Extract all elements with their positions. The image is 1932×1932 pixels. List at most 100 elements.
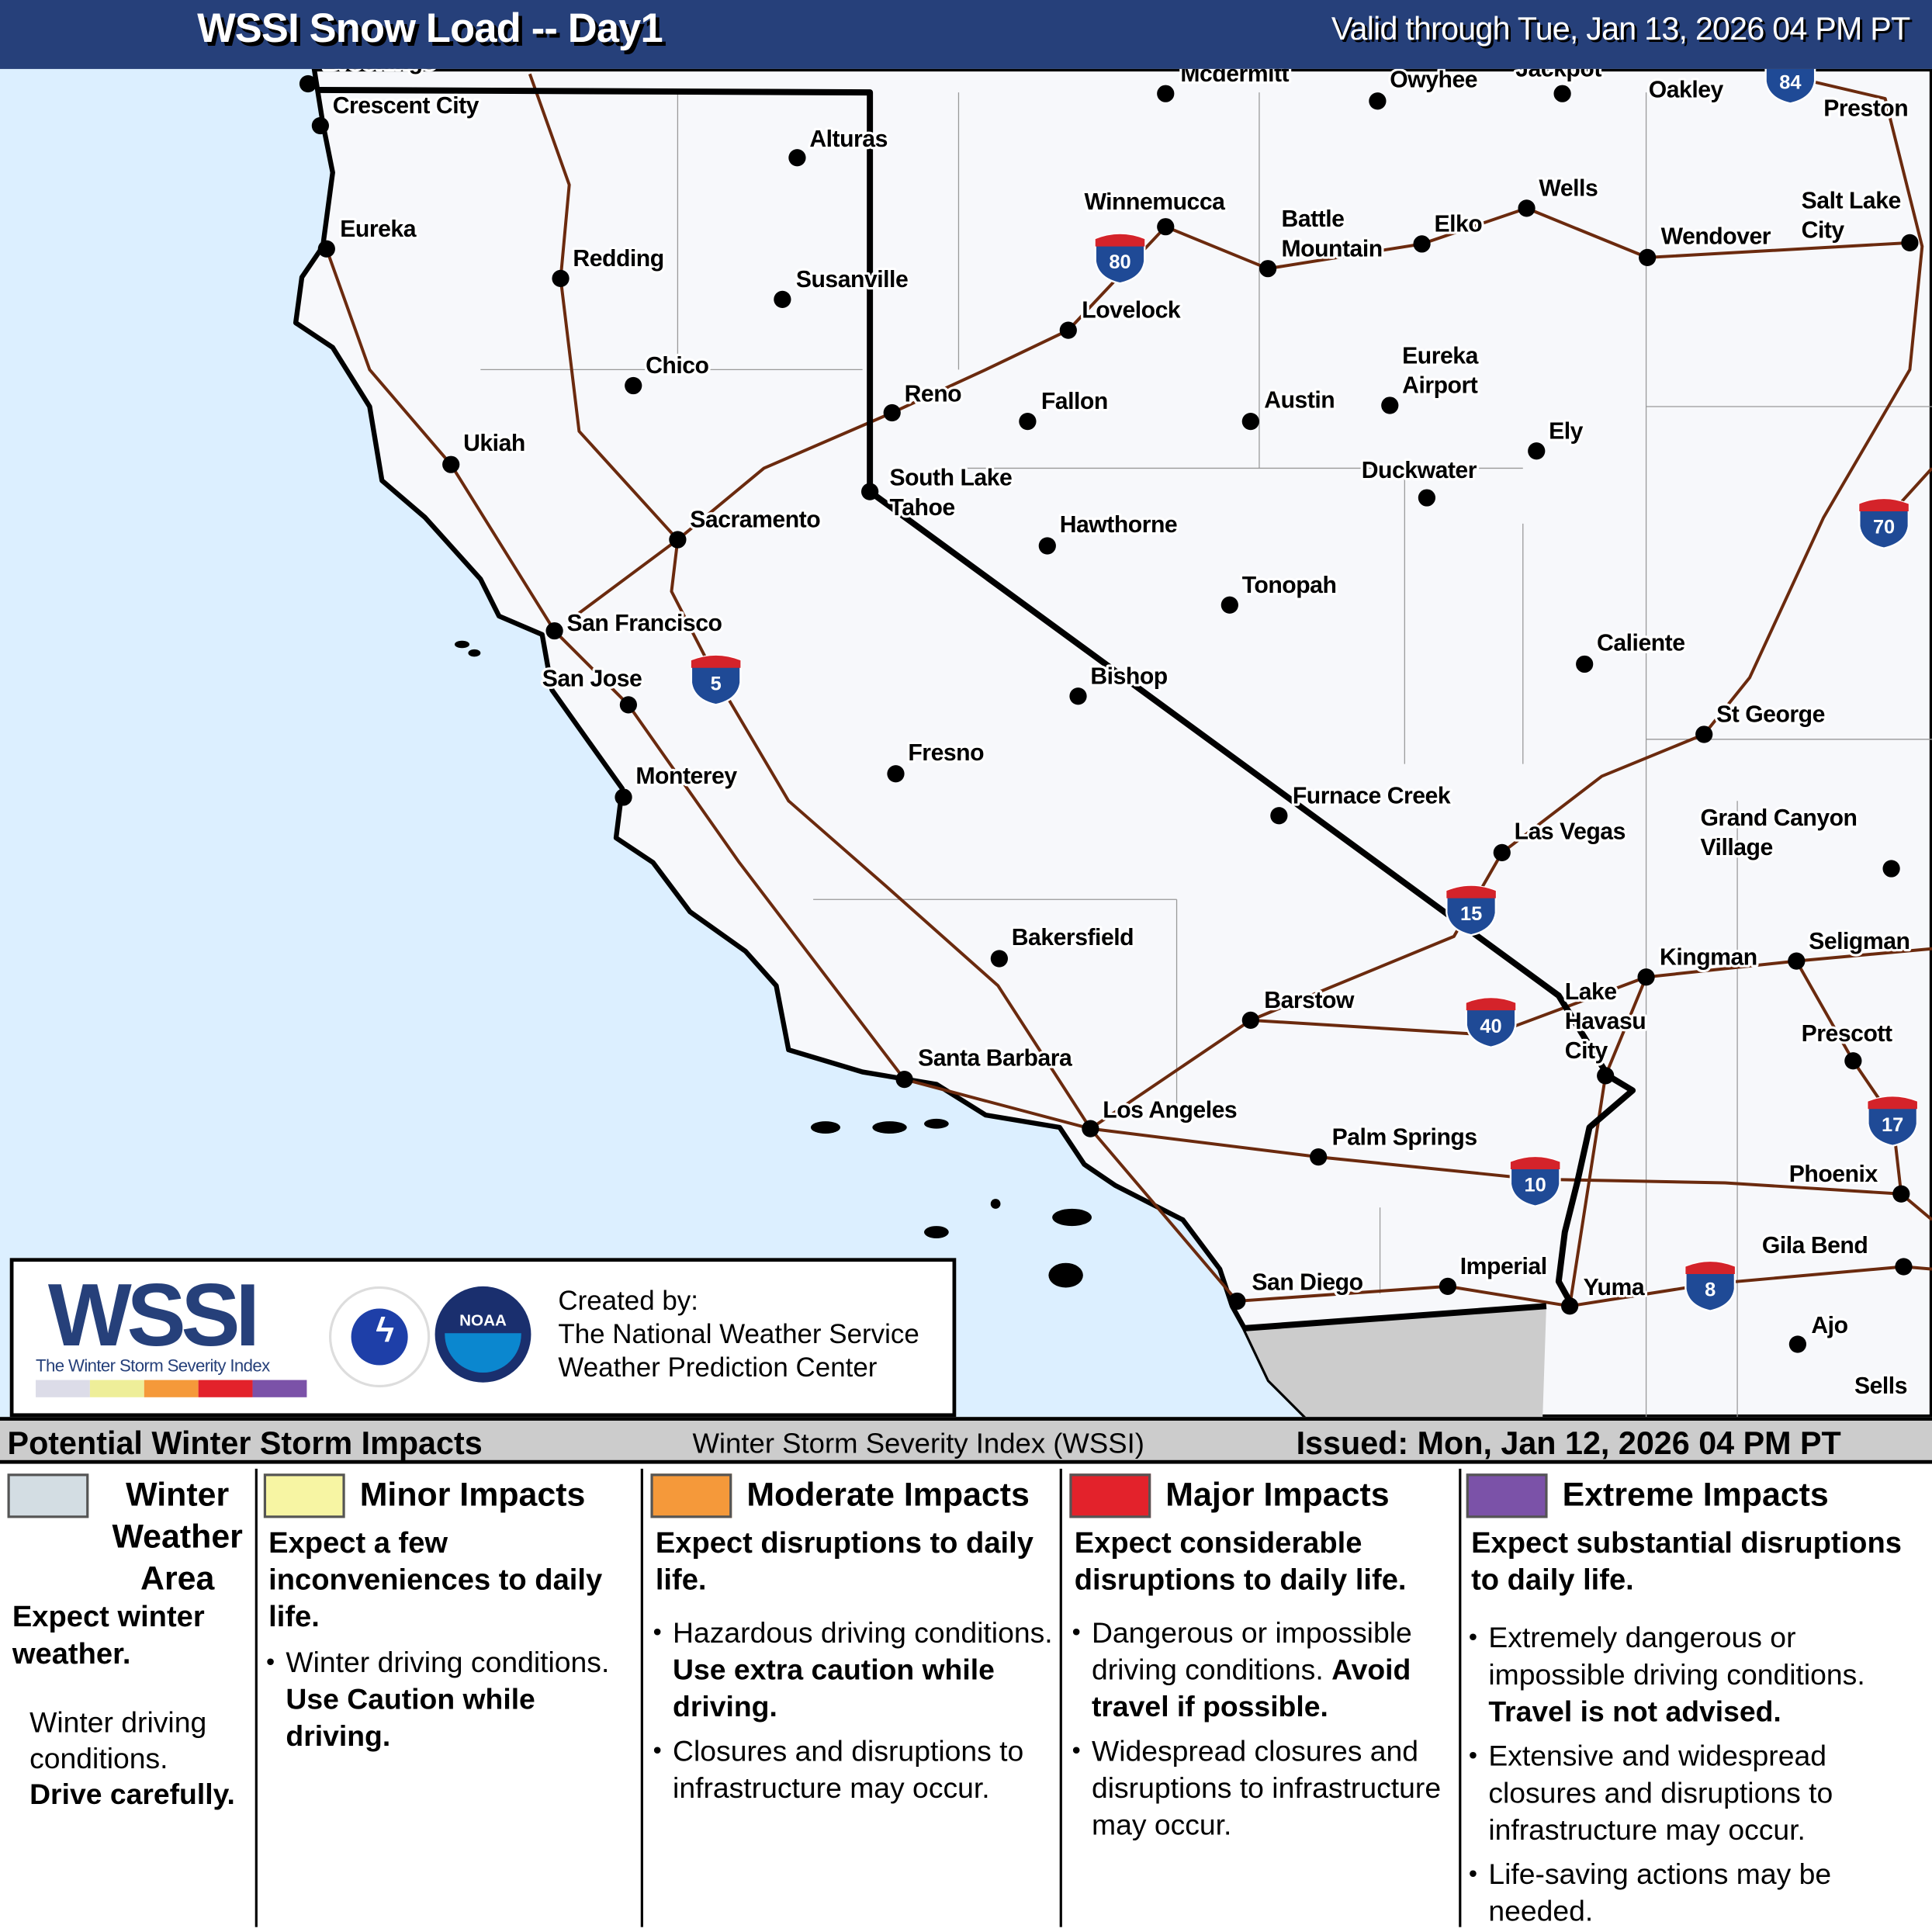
highway	[1089, 74, 1924, 1130]
city-label: Crescent City	[333, 93, 480, 119]
city-label: Los Angeles	[1103, 1097, 1237, 1123]
category-name: Minor Impacts	[359, 1476, 586, 1514]
city-label: Oakley	[1649, 77, 1724, 102]
city-dot	[1228, 1292, 1246, 1311]
city: Ely	[1528, 416, 1586, 460]
city-label: Redding	[573, 246, 663, 272]
island	[990, 1199, 1001, 1209]
city-dot	[1518, 199, 1536, 217]
bullet-text: Extremely dangerous or impossible drivin…	[1488, 1621, 1865, 1691]
valid-time: Valid through Tue, Jan 13, 2026 04 PM PT	[1331, 9, 1910, 47]
city: Furnace Creek	[1270, 781, 1454, 825]
city: Gila Bend	[1760, 1231, 1913, 1276]
city-dot	[1369, 92, 1387, 110]
interstate-shield-15: 15	[1446, 885, 1497, 937]
city-dot	[788, 149, 806, 167]
legend-major-impacts: Major Impacts Expect considerable disrup…	[1069, 1464, 1457, 1932]
city-label: Phoenix	[1789, 1162, 1878, 1187]
city-dot	[615, 788, 632, 806]
city: Brookings	[299, 69, 438, 93]
city: Reno	[883, 379, 964, 422]
city-label: Owyhee	[1390, 69, 1477, 93]
city-dot	[1561, 1297, 1579, 1315]
city-dot	[1381, 396, 1399, 414]
city-label: Santa Barbara	[918, 1046, 1072, 1072]
interstate-shield-40: 40	[1465, 997, 1517, 1049]
interstate-number: 17	[1882, 1114, 1903, 1136]
city-dot	[1418, 489, 1436, 507]
interstate-shield-5: 5	[690, 654, 742, 706]
city-label: Seligman	[1809, 929, 1909, 954]
wssi-logo: WSSI	[47, 1266, 260, 1366]
island	[924, 1226, 949, 1238]
highway	[528, 73, 1238, 1303]
legend-swatch	[1069, 1473, 1151, 1518]
city: Sells	[1852, 1371, 1910, 1401]
interstate-shield-80: 80	[1094, 233, 1146, 285]
city-label: Lake Havasu City	[1565, 979, 1646, 1064]
city-dot	[1576, 655, 1594, 673]
legend-swatch	[7, 1473, 89, 1518]
city-dot	[1901, 234, 1919, 251]
city: Susanville	[774, 265, 911, 309]
city: Grand Canyon Village	[1698, 803, 1900, 878]
city: Lake Havasu City	[1563, 977, 1649, 1085]
impact-bullet: Hazardous driving conditions. Use extra …	[653, 1614, 1062, 1725]
highway	[324, 248, 1091, 1130]
legend-title: Potential Winter Storm Impacts	[7, 1424, 483, 1462]
city-dot	[1038, 537, 1056, 555]
city-dot	[1528, 442, 1546, 460]
credits-box: WSSI The Winter Storm Severity Index ϟ N…	[9, 1258, 957, 1418]
nws-logo: ϟ	[328, 1286, 431, 1388]
cities: Brookings Crescent City Eureka Alturas Reddi…	[299, 69, 1919, 1401]
city: Chico	[625, 351, 712, 395]
city-label: Imperial	[1460, 1254, 1547, 1279]
city-dot	[1019, 412, 1037, 431]
credit-wpc: Weather Prediction Center	[558, 1352, 878, 1383]
city: Kingman	[1637, 942, 1760, 986]
map: 84 80 70 5 15 40 17 10 8 Brookings Crescent City E…	[0, 68, 1932, 1418]
city-label: Mcdermitt	[1180, 69, 1289, 87]
city-label: Gila Bend	[1762, 1233, 1868, 1259]
city-label: Bishop	[1090, 663, 1167, 689]
city-label: Brookings	[323, 69, 435, 74]
city-dot	[1892, 1185, 1910, 1203]
city-label: Ely	[1549, 418, 1584, 444]
city-dot	[1413, 235, 1431, 253]
city: San Jose	[540, 663, 645, 714]
city-dot	[1788, 952, 1806, 970]
category-text: Winter driving conditions.	[29, 1706, 207, 1774]
bullet-emphasis: Use extra caution while driving.	[673, 1653, 995, 1723]
island	[1052, 1208, 1092, 1227]
city-dot	[1270, 807, 1288, 825]
city-dot	[1493, 843, 1511, 862]
city: Elko	[1413, 209, 1485, 253]
interstate-number: 15	[1460, 903, 1482, 925]
city-label: Monterey	[635, 763, 737, 789]
city: Eureka	[317, 214, 419, 258]
city-dot	[1310, 1148, 1328, 1166]
category-name: Moderate Impacts	[746, 1476, 1030, 1514]
city-label: Wendover	[1661, 223, 1771, 249]
city-dot	[1882, 860, 1900, 878]
bullet-text: Dangerous or impossible driving conditio…	[1091, 1616, 1412, 1686]
city: Wendover	[1639, 221, 1774, 267]
interstate-number: 80	[1109, 251, 1130, 273]
city: Santa Barbara	[895, 1043, 1075, 1089]
scale-swatch	[144, 1380, 199, 1397]
city-label: Kingman	[1660, 944, 1757, 970]
city: San Francisco	[545, 608, 725, 640]
legend-divider	[640, 1468, 643, 1927]
interstate-number: 10	[1525, 1175, 1546, 1196]
state-border	[1244, 1303, 1547, 1331]
city-label: Caliente	[1597, 630, 1685, 656]
city-dot	[883, 403, 901, 422]
category-headline: Expect a few inconveniences to daily lif…	[268, 1526, 603, 1634]
interstate-number: 70	[1873, 517, 1895, 538]
category-emphasis: Drive carefully.	[29, 1778, 235, 1810]
city-label: Hawthorne	[1060, 512, 1178, 538]
bullet-text: Closures and disruptions to infrastructu…	[673, 1734, 1024, 1804]
city-label: Chico	[646, 353, 708, 379]
city-dot	[1597, 1067, 1615, 1085]
